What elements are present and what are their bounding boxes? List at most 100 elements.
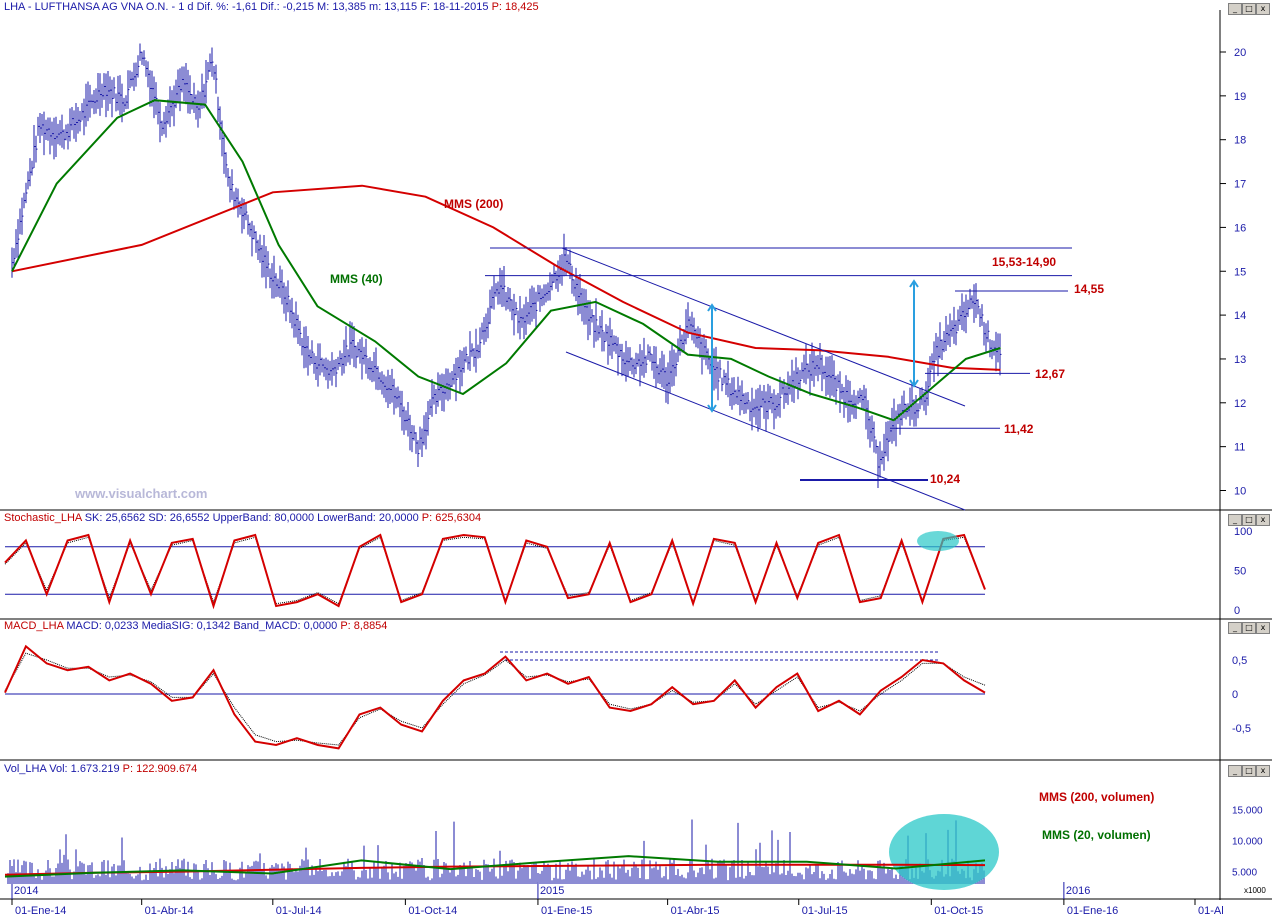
measure-arrow-2-head-bottom [909,379,919,388]
macd-signal-line [4,652,986,746]
price-header: LHA - LUFTHANSA AG VNA O.N. - 1 d Dif. %… [4,1,539,13]
price-symbol: LHA - LUFTHANSA AG VNA O.N. - 1 d [4,1,194,13]
watermark: www.visualchart.com [75,486,208,501]
vol-minimize-button[interactable]: _ [1228,765,1242,777]
x-tick-label: 01-Ene-15 [541,905,592,917]
stoch-y-tick-label: 100 [1234,526,1252,538]
volume-panel [4,814,999,890]
price-y-tick-label: 14 [1234,310,1246,322]
label-1455: 14,55 [1074,282,1105,296]
macd-header: MACD_LHA MACD: 0,0233 MediaSIG: 0,1342 B… [4,620,387,632]
vol-name: Vol_LHA [4,763,47,775]
stoch-sk: SK: 25,6562 [84,512,146,524]
macd-panel [4,644,986,750]
x-tick-label: 01-Al [1198,905,1224,917]
measure-arrow-1-head-bottom [707,404,717,413]
price-y-tick-label: 16 [1234,222,1246,234]
price-date: F: 18-11-2015 [420,1,489,13]
price-y-tick-label: 10 [1234,486,1246,498]
volume-highlight [889,814,999,890]
year-label: 2014 [14,885,38,897]
stoch-upper: UpperBand: 80,0000 [212,512,315,524]
x-tick-label: 01-Abr-14 [145,905,194,917]
macd-value: MACD: 0,0233 [66,620,139,632]
macd-signal: MediaSIG: 0,1342 [141,620,231,632]
macd-maximize-button[interactable]: □ [1242,622,1256,634]
axes: 10 11 12 13 14 15 16 17 18 19 20 01-Ene-14 01-Abr-14… [11,47,1266,917]
price-y-tick-label: 20 [1234,47,1246,59]
stoch-minimize-button[interactable]: _ [1228,514,1242,526]
label-range: 15,53-14,90 [992,255,1057,269]
price-y-tick-label: 15 [1234,266,1246,278]
measure-arrow-2-head-top [909,279,919,288]
year-label: 2016 [1066,885,1090,897]
vol-p: P: 122.909.674 [122,763,198,775]
macd-y-tick-label: -0,5 [1232,723,1251,735]
label-vol-mms20: MMS (20, volumen) [1042,828,1151,842]
stoch-sd: SD: 26,6552 [148,512,210,524]
x-tick-label: 01-Oct-14 [408,905,457,917]
vol-y-tick-label: 10.000 [1232,837,1263,848]
vol-maximize-button[interactable]: □ [1242,765,1256,777]
mms200-line [11,184,1001,371]
price-min: m: 13,115 [369,1,418,13]
stoch-lower: LowerBand: 20,0000 [317,512,419,524]
price-max: M: 13,385 [317,1,366,13]
macd-y-tick-label: 0 [1232,689,1238,701]
x-tick-label: 01-Oct-15 [934,905,983,917]
vol-unit-label: x1000 [1244,886,1266,895]
stoch-maximize-button[interactable]: □ [1242,514,1256,526]
macd-close-button[interactable]: x [1256,622,1270,634]
label-1024: 10,24 [930,472,961,486]
x-tick-label: 01-Ene-14 [15,905,66,917]
stoch-y-tick-label: 0 [1234,605,1240,617]
stochastic-header: Stochastic_LHA SK: 25,6562 SD: 26,6552 U… [4,512,481,524]
price-p: P: 18,425 [491,1,539,13]
label-vol-mms200: MMS (200, volumen) [1039,790,1155,804]
price-y-tick-label: 13 [1234,354,1246,366]
stoch-highlight [917,531,959,551]
price-dif-pct: Dif. %: -1,61 [196,1,258,13]
channel-upper-line [561,247,966,407]
price-y-tick-label: 18 [1234,135,1246,147]
stoch-close-button[interactable]: x [1256,514,1270,526]
price-y-tick-label: 11 [1234,442,1245,454]
price-close-button[interactable]: x [1256,3,1270,15]
stoch-sk-line [4,533,986,610]
measure-arrow-1-head-top [707,303,717,312]
price-dif: Dif.: -0,215 [260,1,314,13]
macd-minimize-button[interactable]: _ [1228,622,1242,634]
x-tick-label: 01-Ene-16 [1067,905,1118,917]
vol-y-tick-label: 15.000 [1232,806,1263,817]
vol-mms20-line [4,855,986,878]
macd-y-tick-label: 0,5 [1232,655,1247,667]
vol-value: Vol: 1.673.219 [49,763,120,775]
price-minimize-button[interactable]: _ [1228,3,1242,15]
vol-y-tick-label: 5.000 [1232,868,1257,879]
vol-close-button[interactable]: x [1256,765,1270,777]
stoch-name: Stochastic_LHA [4,512,82,524]
macd-line [4,644,986,750]
label-1142: 11,42 [1004,422,1034,436]
x-tick-label: 01-Abr-15 [671,905,720,917]
price-maximize-button[interactable]: □ [1242,3,1256,15]
x-tick-label: 01-Jul-14 [276,905,322,917]
price-y-tick-label: 19 [1234,91,1246,103]
x-tick-label: 01-Jul-15 [802,905,848,917]
price-y-tick-label: 17 [1234,179,1246,191]
stochastic-panel [4,531,986,610]
volume-header: Vol_LHA Vol: 1.673.219 P: 122.909.674 [4,763,197,775]
label-mms40: MMS (40) [330,272,383,286]
price-y-tick-label: 12 [1234,398,1246,410]
channel-lower-line [565,351,966,511]
macd-p: P: 8,8854 [340,620,388,632]
mms40-line [11,99,1001,422]
label-mms200: MMS (200) [444,197,504,211]
macd-band: Band_MACD: 0,0000 [233,620,338,632]
price-panel [11,43,1072,511]
label-1267: 12,67 [1035,367,1066,381]
stoch-y-tick-label: 50 [1234,566,1246,578]
stoch-p: P: 625,6304 [421,512,482,524]
